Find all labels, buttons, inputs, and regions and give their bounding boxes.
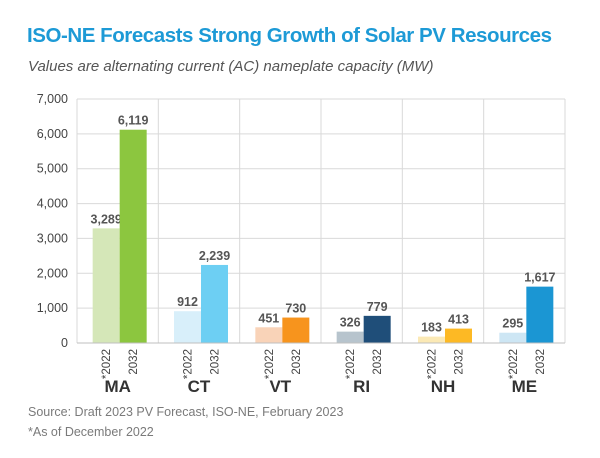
bar — [336, 331, 364, 343]
category-label: NH — [431, 377, 456, 396]
x-sub-label: *2022 — [264, 349, 276, 379]
bar — [174, 311, 201, 343]
bar — [282, 317, 310, 343]
bar — [418, 336, 445, 343]
y-tick-label: 5,000 — [37, 162, 68, 176]
x-sub-label: 2032 — [372, 349, 384, 375]
bar — [445, 328, 472, 343]
bar — [92, 228, 120, 343]
category-label: CT — [188, 377, 211, 396]
bar — [499, 332, 527, 343]
y-tick-label: 1,000 — [37, 301, 68, 315]
data-label: 451 — [258, 311, 279, 325]
x-sub-label: *2022 — [508, 349, 520, 379]
x-sub-label: 2032 — [291, 349, 303, 375]
category-label: MA — [104, 377, 130, 396]
x-sub-label: 2032 — [454, 349, 466, 375]
bar — [363, 315, 391, 343]
y-tick-label: 4,000 — [37, 197, 68, 211]
bar — [526, 286, 554, 343]
y-tick-label: 7,000 — [37, 92, 68, 106]
x-sub-label: *2022 — [345, 349, 357, 379]
y-tick-label: 0 — [61, 336, 68, 350]
bar — [119, 129, 147, 343]
x-sub-label: 2032 — [535, 349, 547, 375]
x-sub-label: *2022 — [101, 349, 113, 379]
data-label: 295 — [502, 317, 523, 331]
data-label: 2,239 — [199, 249, 230, 263]
y-tick-label: 6,000 — [37, 127, 68, 141]
data-label: 6,119 — [118, 114, 149, 128]
x-sub-label: *2022 — [427, 349, 439, 379]
x-sub-label: 2032 — [128, 349, 140, 375]
x-sub-label: 2032 — [210, 349, 222, 375]
y-tick-label: 2,000 — [37, 266, 68, 280]
y-tick-label: 3,000 — [37, 231, 68, 245]
source-note: Source: Draft 2023 PV Forecast, ISO-NE, … — [28, 405, 344, 419]
data-label: 1,617 — [524, 271, 555, 285]
category-label: ME — [512, 377, 538, 396]
data-label: 779 — [367, 300, 388, 314]
data-label: 3,289 — [91, 212, 122, 226]
bar — [201, 264, 228, 343]
bar — [255, 327, 283, 343]
footnote: *As of December 2022 — [28, 425, 154, 439]
data-label: 912 — [177, 295, 198, 309]
data-label: 730 — [285, 302, 306, 316]
chart-subtitle: Values are alternating current (AC) name… — [28, 58, 434, 75]
data-label: 183 — [421, 321, 442, 335]
data-label: 326 — [340, 316, 361, 330]
category-label: VT — [269, 377, 291, 396]
x-sub-label: *2022 — [183, 349, 195, 379]
chart-title: ISO-NE Forecasts Strong Growth of Solar … — [27, 24, 552, 47]
category-label: RI — [353, 377, 370, 396]
data-label: 413 — [448, 313, 469, 327]
